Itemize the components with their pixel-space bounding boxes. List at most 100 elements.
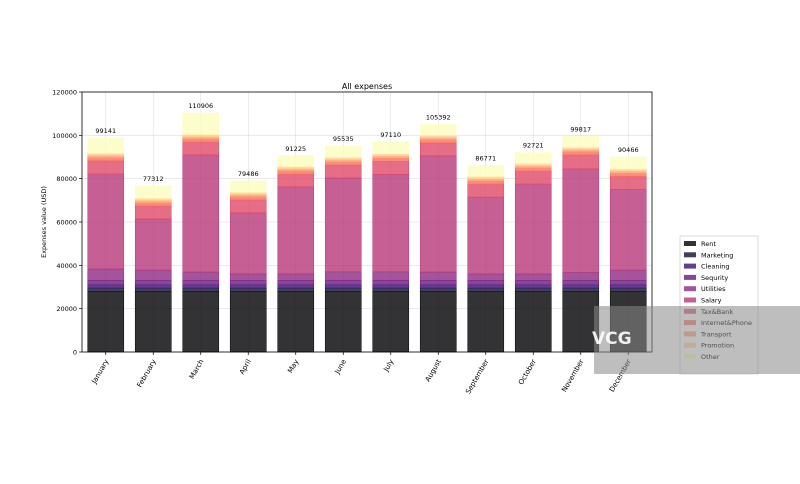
bar-segment-utilities [324,271,362,281]
bar-segment-promotion [182,134,220,137]
bar-segment-utilities [372,271,410,281]
bar-segment-tax-bank [514,170,552,185]
bar-segment-marketing [467,287,505,292]
bar-segment-salary [229,212,267,275]
bar-segment-other [467,165,505,177]
bar-segment-sequrity [562,280,600,286]
bar-segment-promotion [419,135,457,138]
bar-segment-cleaning [562,284,600,289]
bar-segment-marketing [134,287,172,292]
legend-swatch [684,241,696,246]
bar-segment-cleaning [372,284,410,289]
bar-segment-rent [372,291,410,353]
bar-segment-rent [419,291,457,353]
bar-segment-rent [277,291,315,353]
bar-segment-transport [229,194,267,197]
bar-segment-rent [134,291,172,353]
bar-segment-internet-phone [134,202,172,207]
bar-segment-promotion [229,192,267,195]
bar-segment-transport [87,155,125,158]
bar-segment-utilities [419,271,457,281]
y-tick-label: 100000 [52,132,77,140]
bar-segment-utilities [467,273,505,281]
bar-segment-transport [609,170,647,174]
legend-swatch [684,297,696,303]
y-tick-label: 40000 [56,262,77,270]
bar-segment-sequrity [182,280,220,286]
y-tick-label: 80000 [56,175,77,183]
bar-segment-sequrity [467,280,505,286]
bar-segment-internet-phone [419,139,457,144]
bar-segment-internet-phone [182,138,220,143]
bar-segment-sequrity [277,280,315,286]
bar-segment-utilities [182,271,220,281]
bar-segment-tax-bank [229,199,267,214]
bar-segment-tax-bank [87,160,125,175]
bar-segment-internet-phone [562,151,600,156]
bar-segment-promotion [134,198,172,201]
legend-label: Cleaning [701,263,730,271]
bar-segment-tax-bank [182,141,220,156]
bar-segment-other [514,152,552,164]
bar-segment-promotion [277,166,315,169]
y-tick-label: 120000 [52,89,77,97]
bar-segment-promotion [467,176,505,179]
bar-segment-tax-bank [609,176,647,190]
bar-segment-marketing [562,287,600,292]
bar-segment-tax-bank [372,161,410,175]
bar-segment-sequrity [609,280,647,286]
x-tick-label: November [560,358,585,394]
total-label: 110906 [188,102,213,110]
x-tick-label: January [90,358,111,386]
bar-segment-transport [562,149,600,152]
y-tick-label: 20000 [56,305,77,313]
bar-segment-other [419,124,457,136]
bar-segment-utilities [562,272,600,281]
bar-segment-cleaning [514,284,552,289]
total-label: 77312 [143,175,164,183]
bar-segment-internet-phone [87,157,125,162]
bar-segment-other [609,156,647,170]
bar-segment-salary [277,186,315,275]
bar-segment-salary [562,168,600,273]
bar-segment-sequrity [514,280,552,286]
x-tick-label: August [424,358,443,383]
legend-label: Marketing [701,251,733,259]
bar-segment-other [562,136,600,148]
bar-segment-tax-bank [467,183,505,198]
bar-segment-transport [134,200,172,203]
bar-segment-cleaning [182,284,220,289]
x-tick-label: July [382,358,396,374]
bar-segment-promotion [324,157,362,160]
bar-segment-promotion [609,168,647,172]
bar-segment-internet-phone [229,196,267,201]
legend-label: Rent [701,240,716,248]
x-tick-label: February [136,358,158,389]
bar-segment-salary [87,173,125,270]
x-tick-label: April [238,358,253,376]
bar-segment-other [134,185,172,199]
bar-segment-salary [609,189,647,271]
total-label: 92721 [523,142,544,150]
bar-segment-marketing [229,287,267,292]
y-tick-label: 60000 [56,219,77,227]
bar-segment-other [182,112,220,135]
bar-segment-internet-phone [467,180,505,185]
legend-swatch [684,274,696,280]
bar-segment-salary [182,154,220,273]
bar-segment-rent [182,291,220,353]
legend-label: Salary [701,297,722,305]
x-tick-label: September [464,358,490,396]
total-label: 95535 [333,135,354,143]
bar-segment-transport [419,137,457,140]
bar-segment-rent [514,291,552,353]
x-tick-label: October [517,358,538,386]
watermark: VCG [592,306,800,374]
total-label: 91225 [285,145,306,153]
legend-swatch [684,286,696,292]
bar-segment-utilities [609,269,647,281]
bar-segment-sequrity [87,280,125,286]
bar-segment-internet-phone [609,173,647,177]
bar-segment-cleaning [609,284,647,289]
